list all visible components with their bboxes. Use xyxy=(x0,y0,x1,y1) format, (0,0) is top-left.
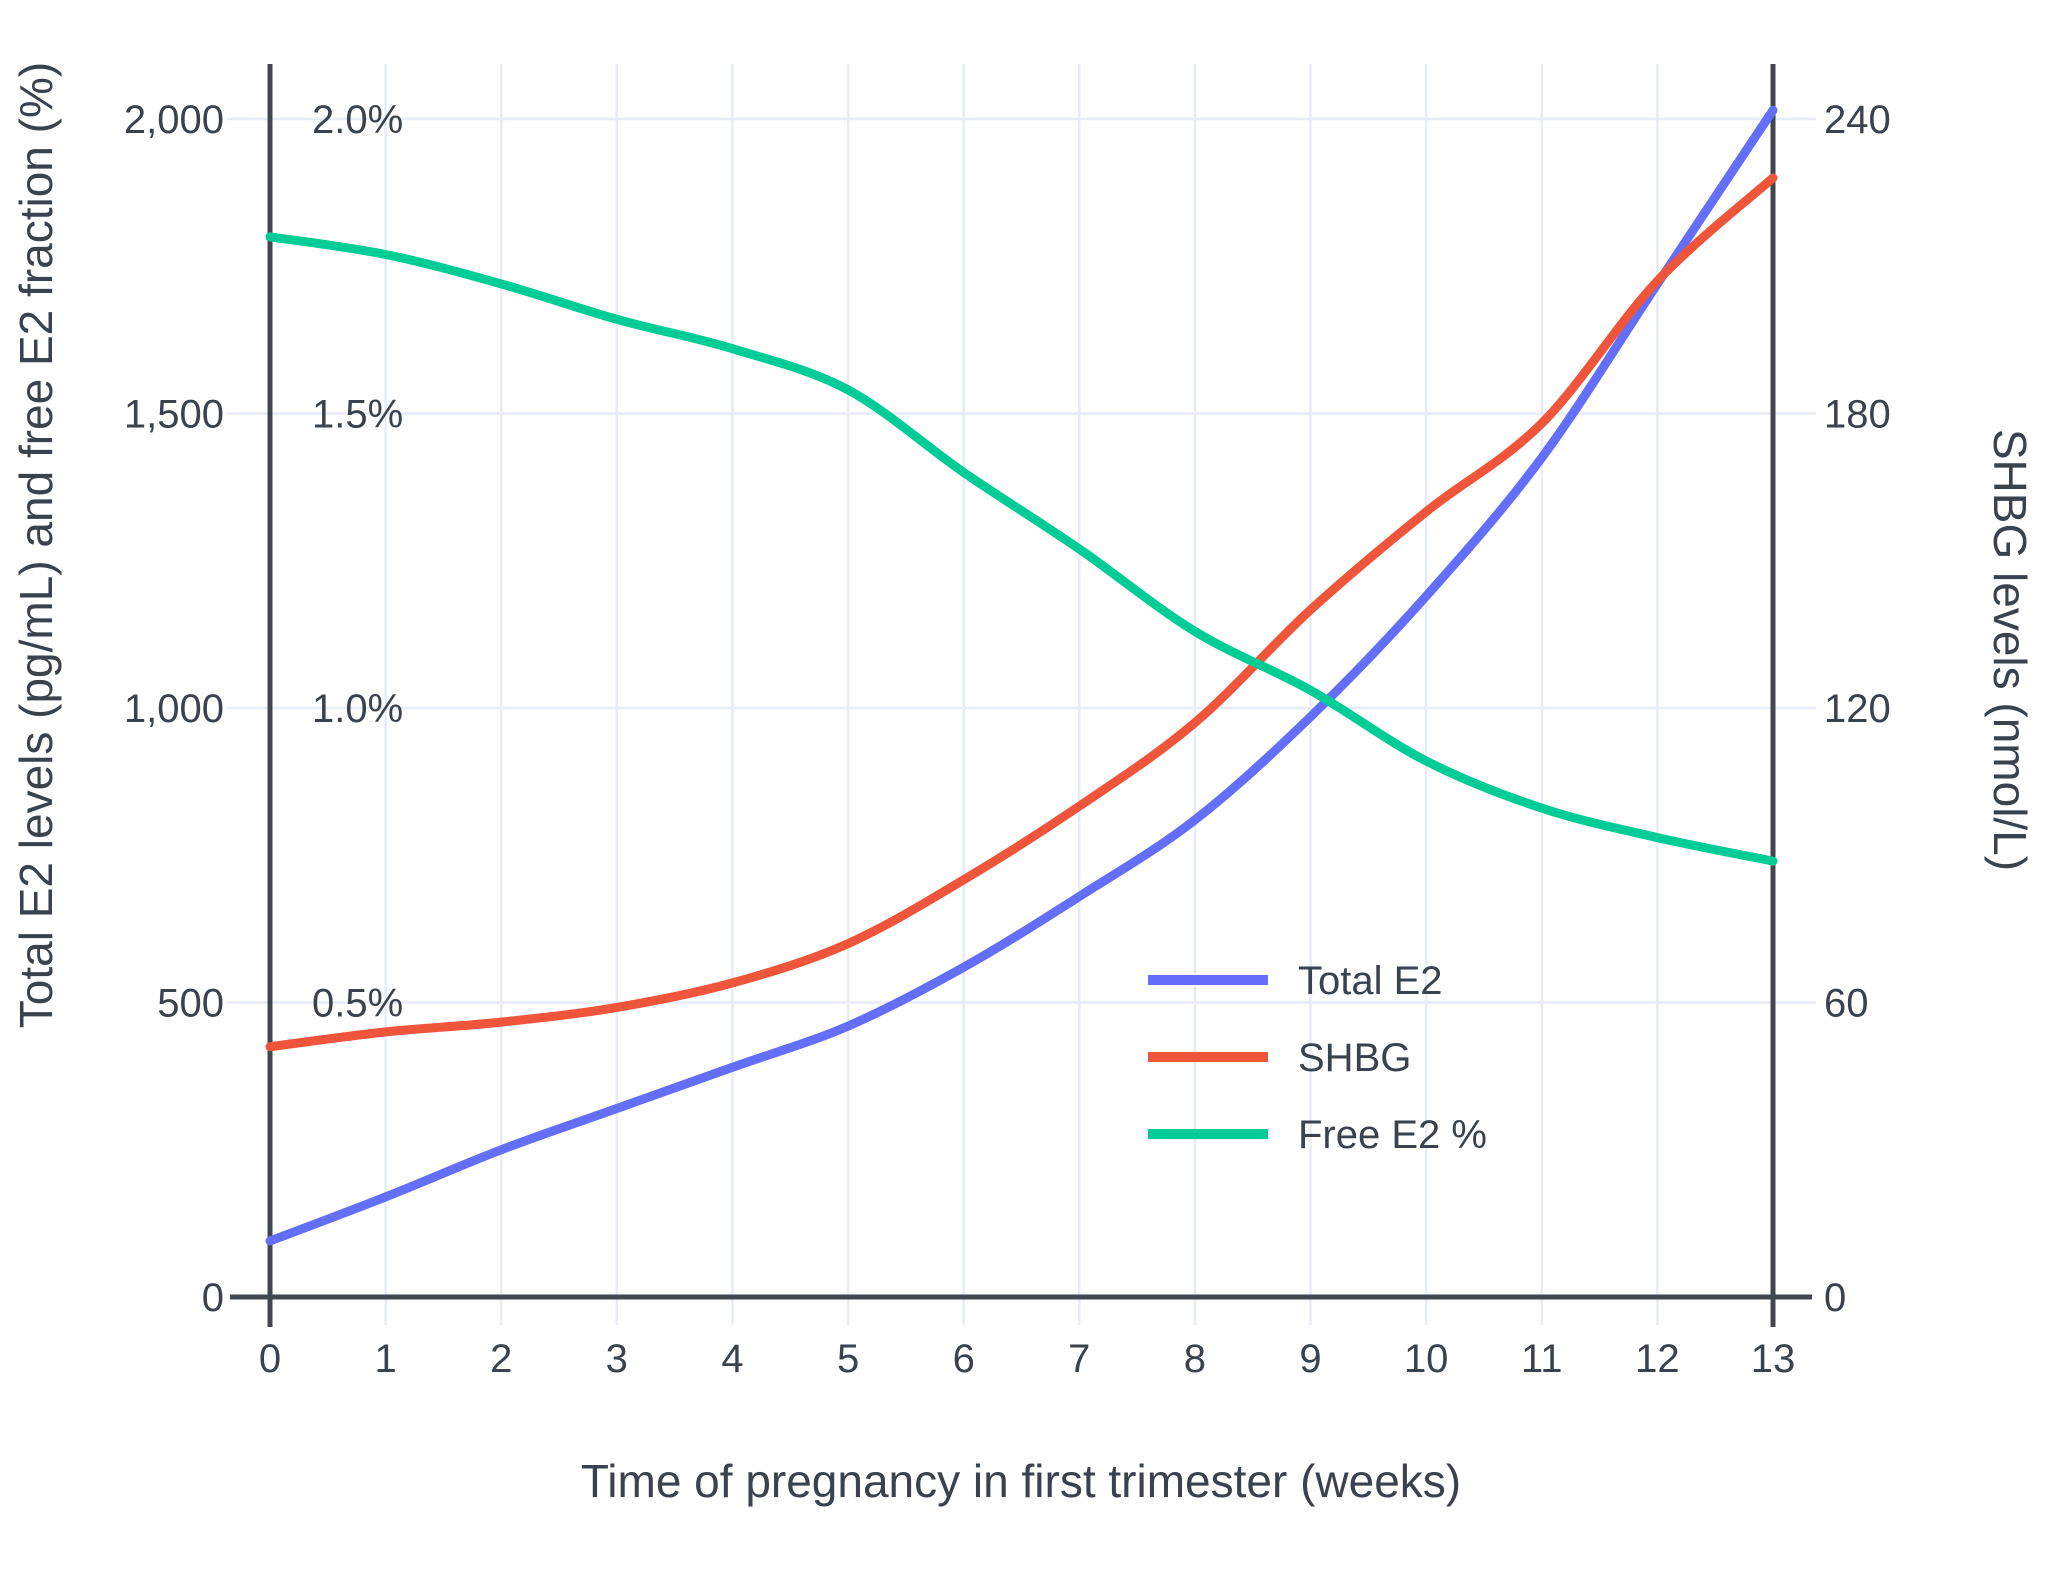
free-e2-pct-axis-label: 1.5% xyxy=(312,393,403,437)
x-axis-tick-label: 5 xyxy=(837,1337,859,1381)
series-curves xyxy=(265,105,1778,1246)
right-axis-tick-label: 240 xyxy=(1824,98,1891,142)
percent-annotations: 2.0% 1.5% 1.0% 0.5% xyxy=(312,98,403,1026)
right-axis-tick-label: 60 xyxy=(1824,982,1869,1026)
x-axis-tick-label: 2 xyxy=(490,1337,512,1381)
free-e2-pct-axis-label: 0.5% xyxy=(312,982,403,1026)
legend-item-label: Free E2 % xyxy=(1298,1113,1487,1157)
x-axis-tick-label: 3 xyxy=(606,1337,628,1381)
legend: Total E2 SHBG Free E2 % xyxy=(1148,959,1487,1157)
free-e2-pct-axis-label: 2.0% xyxy=(312,98,403,142)
legend-item-shbg[interactable]: SHBG xyxy=(1148,1036,1411,1080)
x-axis-tick-label: 10 xyxy=(1404,1337,1449,1381)
x-axis-tick-label: 9 xyxy=(1299,1337,1321,1381)
tick-marks xyxy=(227,117,1816,1325)
right-axis-tick-label: 180 xyxy=(1824,393,1891,437)
x-axis-tick-label: 0 xyxy=(259,1337,281,1381)
x-axis-tick-label: 11 xyxy=(1521,1337,1563,1381)
left-y-axis-title: Total E2 levels (pg/mL) and free E2 frac… xyxy=(10,62,62,1028)
axis-lines xyxy=(230,64,1812,1327)
x-axis-title: Time of pregnancy in first trimester (we… xyxy=(581,1455,1461,1507)
x-axis-tick-label: 12 xyxy=(1635,1337,1680,1381)
x-axis-tick-label: 8 xyxy=(1184,1337,1206,1381)
left-axis-tick-label: 1,000 xyxy=(124,687,224,731)
right-axis-tick-label: 0 xyxy=(1824,1276,1846,1320)
left-axis-tick-label: 2,000 xyxy=(124,98,224,142)
gridlines xyxy=(270,64,1773,1297)
right-y-axis-title: SHBG levels (nmol/L) xyxy=(1984,429,2036,871)
x-axis-tick-label: 6 xyxy=(953,1337,975,1381)
x-axis-tick-label: 1 xyxy=(374,1337,396,1381)
left-axis-tick-label: 1,500 xyxy=(124,393,224,437)
legend-item-label: Total E2 xyxy=(1298,959,1443,1003)
series-line-total-e2 xyxy=(265,105,1778,1246)
x-axis-tick-label: 4 xyxy=(721,1337,743,1381)
right-axis-tick-label: 120 xyxy=(1824,687,1891,731)
x-axis-tick-label: 13 xyxy=(1751,1337,1796,1381)
x-axis-tick-label: 7 xyxy=(1068,1337,1090,1381)
left-axis-tick-label: 500 xyxy=(157,982,224,1026)
series-line-free-e2 xyxy=(265,232,1778,866)
legend-item-total-e2[interactable]: Total E2 xyxy=(1148,959,1443,1003)
legend-item-label: SHBG xyxy=(1298,1036,1411,1080)
free-e2-pct-axis-label: 1.0% xyxy=(312,687,403,731)
left-axis-tick-label: 0 xyxy=(202,1276,224,1320)
legend-item-free-e2[interactable]: Free E2 % xyxy=(1148,1113,1487,1157)
series-line-shbg xyxy=(265,173,1778,1052)
